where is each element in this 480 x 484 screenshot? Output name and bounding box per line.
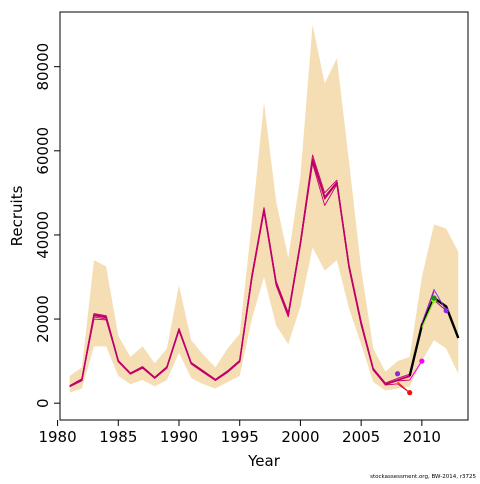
footer-note: stockassessment.org, BW-2014, r3725: [370, 474, 476, 480]
x-tick-label-2005: 2005: [342, 428, 380, 446]
x-tick-label-1985: 1985: [99, 428, 137, 446]
y-tick-label-60000: 60000: [34, 127, 52, 175]
peel-segment-3: [421, 288, 447, 324]
y-tick-label-20000: 20000: [34, 295, 52, 343]
x-tick-label-1990: 1990: [160, 428, 198, 446]
peel-segment-0: [397, 381, 411, 393]
y-axis: 0 20000 40000 60000 80000: [34, 43, 60, 408]
x-axis: 1980 1985 1990 1995 2000 2005 2010: [38, 420, 441, 446]
peel-segment-2: [421, 299, 435, 328]
y-tick-label-40000: 40000: [34, 211, 52, 259]
endpoint-marker-2: [394, 371, 401, 377]
y-axis-title: Recruits: [8, 185, 26, 246]
endpoint-marker-1: [419, 358, 425, 364]
y-tick-label-80000: 80000: [34, 43, 52, 91]
x-axis-title: Year: [247, 452, 281, 470]
series-layer: [69, 154, 460, 394]
y-tick-label-0: 0: [34, 398, 52, 408]
endpoint-marker-5: [431, 295, 437, 301]
peel-segment-1: [409, 360, 423, 381]
x-tick-label-1980: 1980: [38, 428, 76, 446]
endpoint-marker-0: [407, 390, 413, 396]
endpoint-marker-3: [443, 308, 449, 314]
x-tick-label-2010: 2010: [403, 428, 441, 446]
series-line-estimate: [69, 158, 460, 388]
x-tick-label-1995: 1995: [221, 428, 259, 446]
endpoint-layer: [394, 295, 449, 396]
plot-frame: [59, 11, 469, 421]
x-tick-label-2000: 2000: [281, 428, 319, 446]
